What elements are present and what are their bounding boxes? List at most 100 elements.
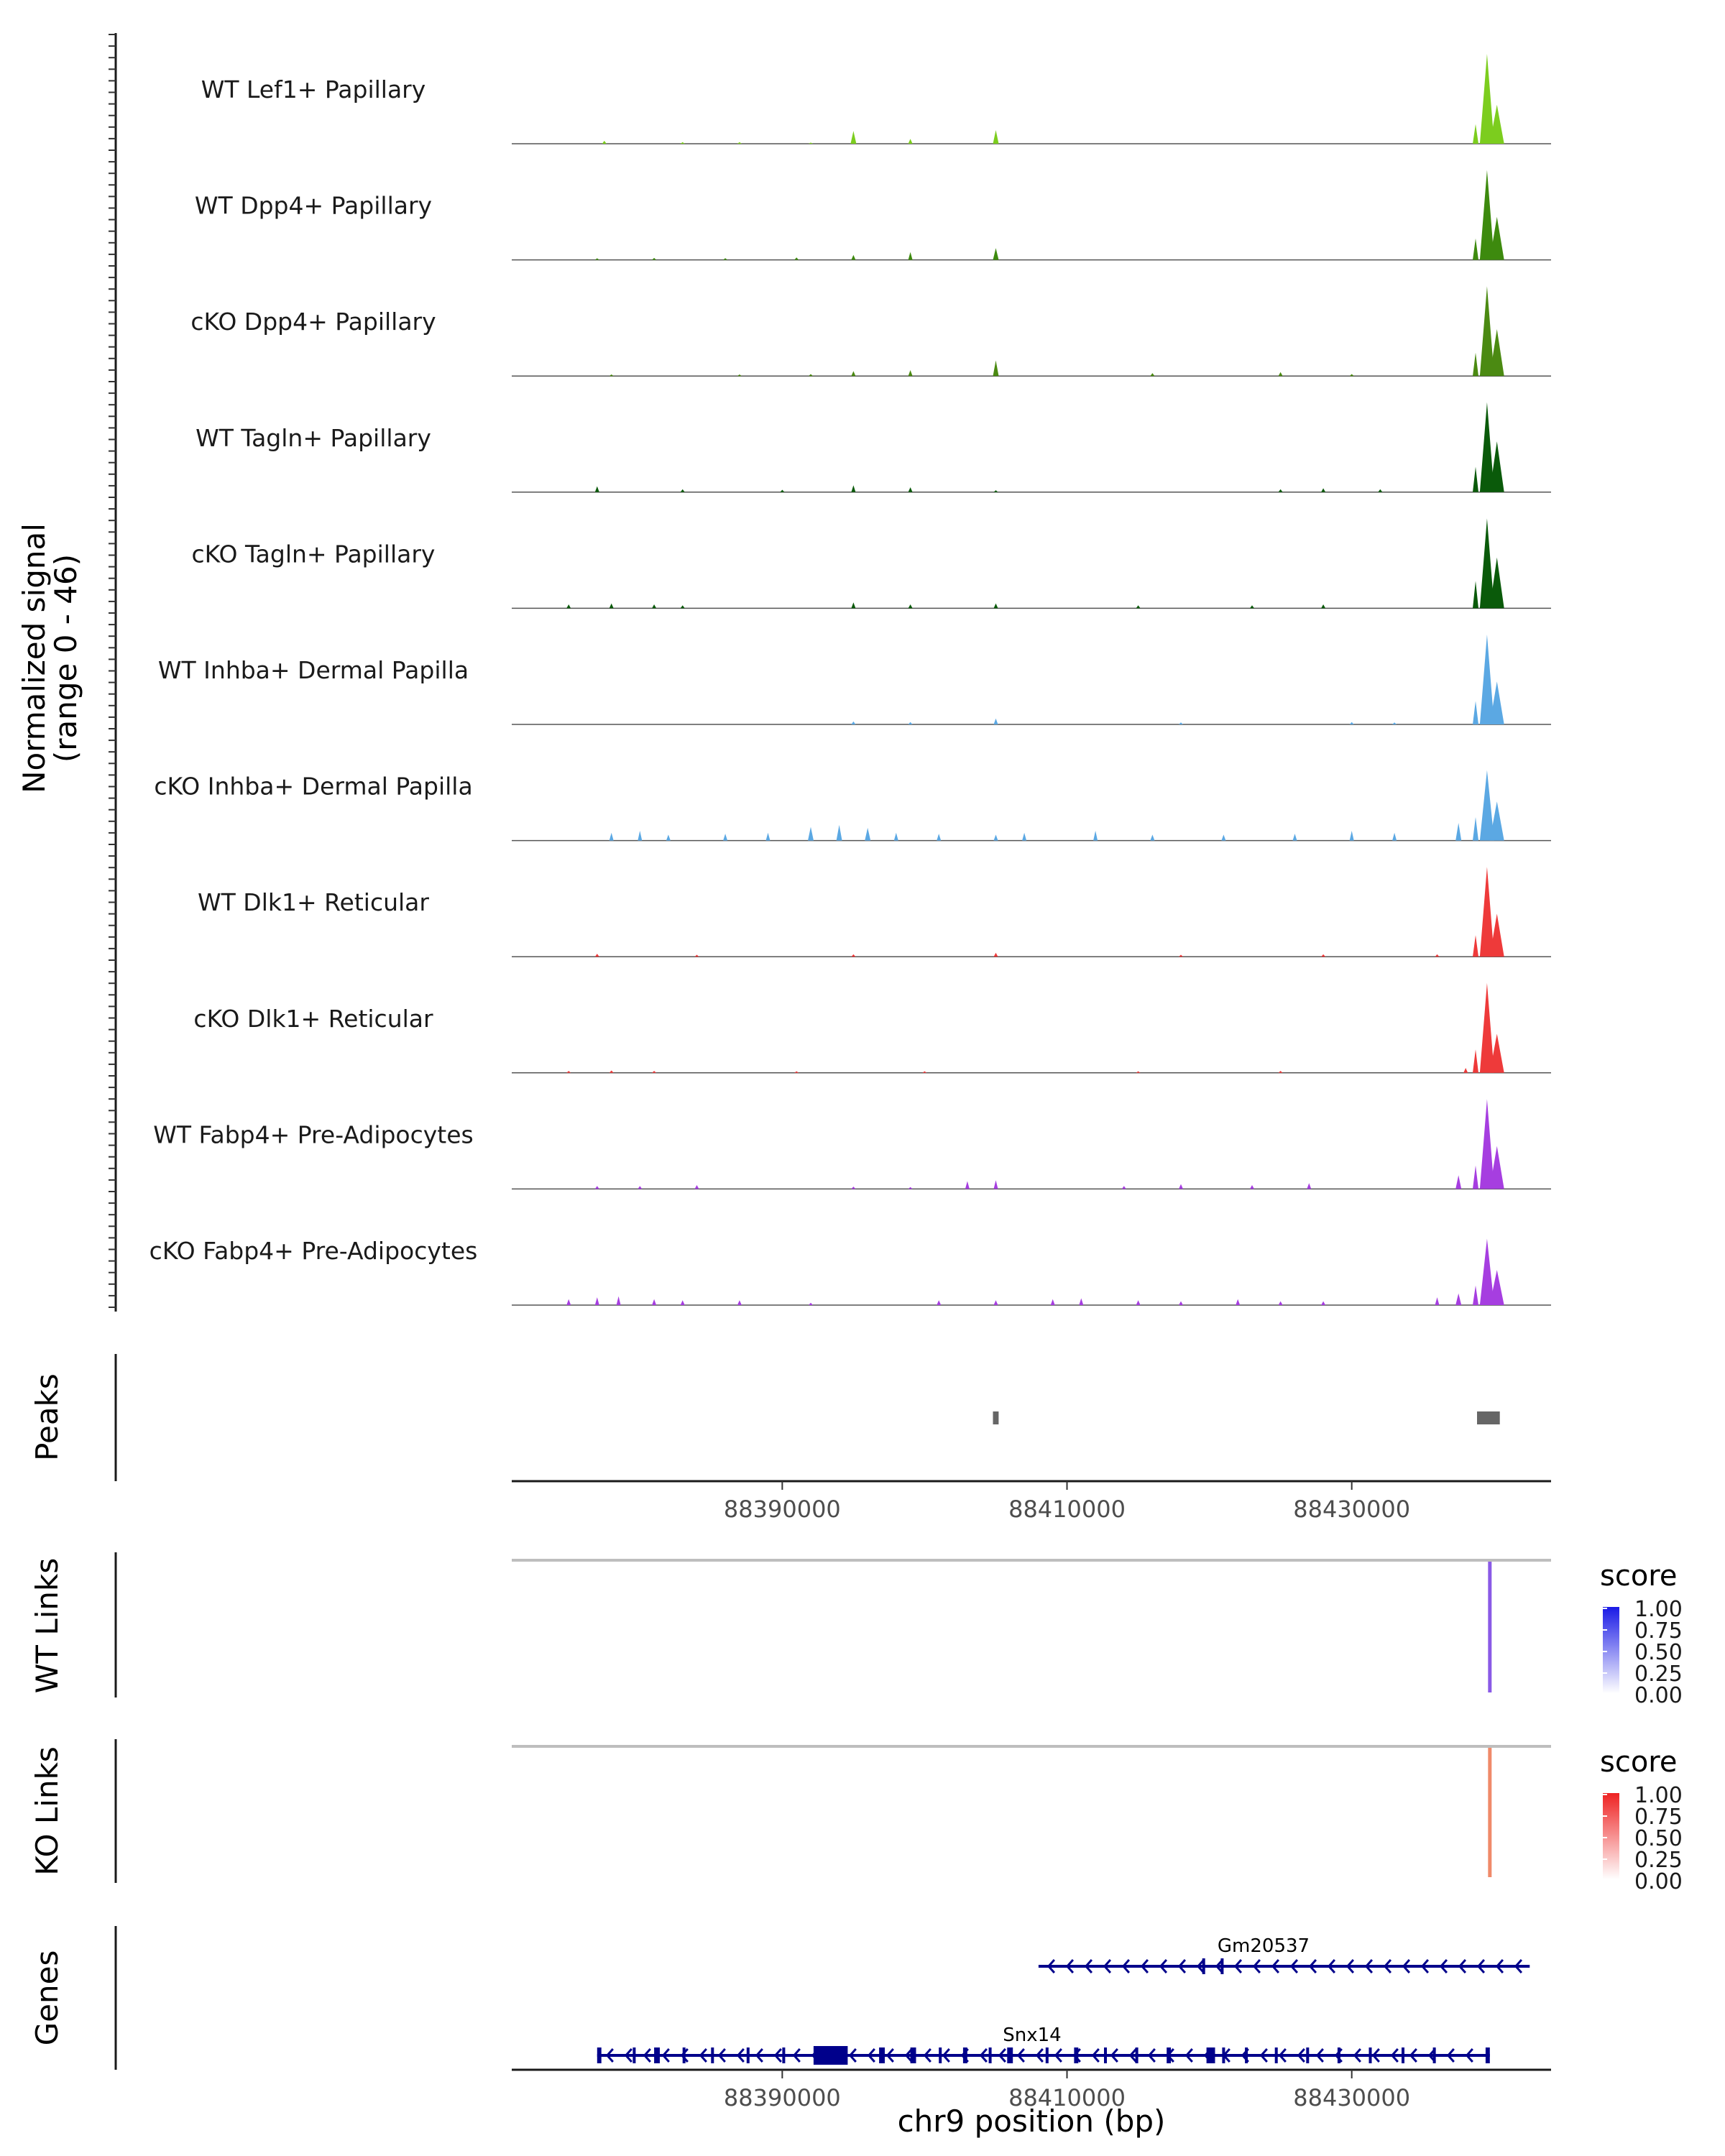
- gene-exon: [632, 2047, 636, 2063]
- coverage-peak: [652, 604, 657, 609]
- strand-arrow: [1259, 2048, 1268, 2063]
- strand-arrow: [1084, 1959, 1093, 1973]
- coverage-peak: [609, 603, 614, 609]
- coverage-peak: [1121, 1186, 1126, 1189]
- coverage-peak: [1278, 1301, 1283, 1305]
- strand-arrow: [1177, 1959, 1187, 1973]
- coverage-peak: [1179, 1301, 1183, 1305]
- coverage-peak: [1079, 1298, 1084, 1305]
- coverage-peak: [566, 1071, 571, 1073]
- coverage-track-label: cKO Inhba+ Dermal Papilla: [154, 773, 472, 801]
- coverage-peak: [1455, 823, 1462, 841]
- peaks-regions: [993, 1411, 1500, 1424]
- coverage-peak: [1473, 124, 1478, 144]
- ko-links-title: KO Links: [29, 1746, 65, 1876]
- coverage-track-label: cKO Dpp4+ Papillary: [190, 308, 436, 336]
- wt-legend-title: score: [1600, 1560, 1677, 1593]
- coverage-peak: [1250, 1185, 1254, 1189]
- coverage-peak: [609, 1070, 614, 1073]
- coverage-peak: [908, 604, 913, 609]
- coverage-track-label: WT Dlk1+ Reticular: [198, 888, 429, 916]
- coverage-peak: [993, 130, 999, 144]
- coverage-peak: [594, 486, 599, 492]
- gene-exon: [1368, 2047, 1372, 2063]
- coverage-peak: [1489, 1146, 1504, 1189]
- gene-exon: [782, 2047, 786, 2063]
- coverage-track: WT Fabp4+ Pre-Adipocytes: [153, 1099, 1551, 1190]
- coverage-peak: [1349, 374, 1354, 377]
- strand-arrow: [736, 2048, 745, 2063]
- coverage-peak: [1489, 216, 1504, 260]
- coverage-peak: [638, 1186, 643, 1189]
- coverage-peak: [1479, 1099, 1494, 1189]
- strand-arrow: [1297, 2048, 1305, 2063]
- gene-exon: [813, 2046, 848, 2065]
- coverage-peak: [1150, 834, 1155, 841]
- coverage-track-label: WT Tagln+ Papillary: [196, 424, 431, 452]
- coverage-peak: [993, 490, 998, 492]
- coverage-peak: [851, 254, 856, 260]
- coverage-track: cKO Fabp4+ Pre-Adipocytes: [150, 1237, 1551, 1306]
- coverage-peak: [922, 1071, 927, 1073]
- coverage-track: WT Lef1+ Papillary: [201, 54, 1551, 144]
- coverage-peak: [1479, 770, 1494, 841]
- strand-arrow: [1233, 1959, 1243, 1973]
- strand-arrow: [1390, 2048, 1399, 2063]
- peak-region: [993, 1411, 999, 1424]
- coverage-peak: [851, 602, 856, 609]
- coverage-peak: [680, 489, 685, 492]
- coverage-peak: [1455, 1175, 1462, 1189]
- coverage-peak: [1473, 1285, 1478, 1305]
- coverage-peak: [1022, 832, 1027, 841]
- strand-arrow: [1271, 1959, 1280, 1973]
- strand-arrow: [1439, 1959, 1448, 1973]
- coverage-peak: [652, 1299, 657, 1305]
- coverage-peak: [1136, 1300, 1141, 1305]
- gene-exon: [1007, 2047, 1013, 2063]
- legend-label: 0.50: [1634, 1826, 1683, 1851]
- coverage-peak: [908, 722, 913, 724]
- gene-exon: [654, 2047, 660, 2063]
- ko-legend-title: score: [1600, 1746, 1677, 1779]
- gene-exon: [1222, 2047, 1225, 2063]
- strand-arrow: [867, 2048, 875, 2063]
- strand-arrow: [1458, 1959, 1467, 1973]
- strand-arrow: [1046, 1959, 1056, 1973]
- coverage-peak: [1473, 701, 1478, 724]
- coverage-peak: [993, 1180, 998, 1189]
- strand-arrow: [605, 2048, 614, 2063]
- coverage-peak: [1473, 238, 1478, 260]
- strand-arrow: [942, 2048, 950, 2063]
- genes-x-axis-ticks: 88390000 88410000 88430000: [724, 2070, 1410, 2111]
- coverage-peak: [723, 834, 728, 841]
- strand-arrow: [1514, 1959, 1523, 1973]
- coverage-peak: [965, 1181, 970, 1189]
- wt-links-panel: WT Links score 1.000.750.500.250.00: [29, 1552, 1683, 1708]
- coverage-track-label: cKO Tagln+ Papillary: [192, 540, 436, 568]
- coverage-peak: [765, 832, 770, 841]
- coverage-peak: [594, 1297, 599, 1305]
- coverage-peak: [652, 257, 657, 260]
- coverage-peak: [1278, 372, 1283, 377]
- coverage-peak: [794, 1071, 799, 1073]
- coverage-peak: [1473, 935, 1478, 957]
- coverage-peak: [809, 374, 813, 377]
- coverage-y-axis-title-line: (range 0 - 46): [48, 554, 83, 763]
- strand-arrow: [1103, 1959, 1112, 1973]
- coverage-peak: [609, 374, 614, 377]
- strand-arrow: [1371, 2048, 1380, 2063]
- coverage-peak: [865, 827, 871, 841]
- peaks-panel: Peaks 88390000 88410000 88430000: [29, 1354, 1551, 1523]
- coverage-peak: [1435, 1297, 1440, 1305]
- peaks-x-axis-ticks: 88390000 88410000 88430000: [724, 1481, 1410, 1523]
- coverage-peak: [993, 718, 998, 724]
- coverage-peak: [1489, 441, 1504, 492]
- gene-name-label: Snx14: [1003, 2024, 1061, 2046]
- gene-exon: [1167, 2047, 1172, 2063]
- coverage-peak: [809, 1302, 813, 1305]
- gene-exon: [879, 2047, 885, 2063]
- legend-label: 0.00: [1634, 1683, 1683, 1708]
- coverage-peak: [1479, 982, 1494, 1073]
- coverage-peak: [1473, 352, 1478, 377]
- x-tick-label: 88390000: [724, 1496, 841, 1523]
